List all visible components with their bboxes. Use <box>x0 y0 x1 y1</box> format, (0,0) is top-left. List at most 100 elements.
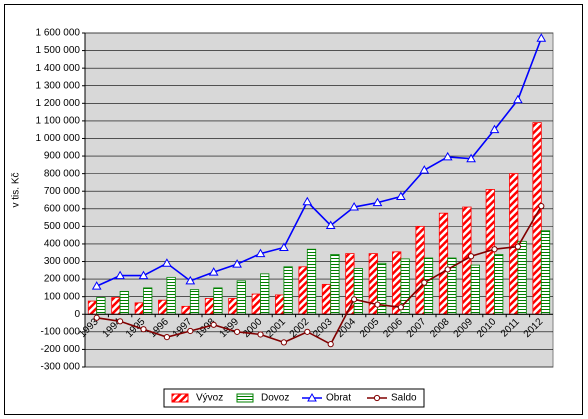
line-marker <box>140 326 147 333</box>
line-marker <box>255 248 266 258</box>
line-marker <box>257 331 264 338</box>
line-marker <box>538 203 545 210</box>
y-axis-label: v tis. Kč <box>11 172 22 207</box>
y-tick-label: -100 000 <box>41 326 81 337</box>
bar <box>181 305 191 315</box>
line-marker <box>163 334 170 341</box>
legend <box>163 388 425 408</box>
y-tick-label: 500 000 <box>44 221 81 232</box>
line-marker <box>419 165 430 174</box>
bar <box>330 254 340 315</box>
bar <box>119 291 129 315</box>
line-marker <box>491 246 498 253</box>
y-tick-label: -200 000 <box>41 344 81 355</box>
bar <box>204 298 215 315</box>
line-marker <box>421 279 428 286</box>
bar <box>228 298 238 315</box>
legend-swatch <box>171 393 189 403</box>
y-tick-label: 1 000 000 <box>36 133 81 144</box>
y-tick-label: 300 000 <box>44 256 81 267</box>
legend-label: Obrat <box>326 393 351 404</box>
bar <box>306 248 317 315</box>
line-marker <box>349 202 359 211</box>
bar <box>321 283 332 315</box>
line-marker <box>302 196 313 206</box>
y-tick-label: 700 000 <box>44 186 81 197</box>
line-marker <box>513 94 523 104</box>
line-marker <box>325 220 336 229</box>
y-tick-label: 1 300 000 <box>36 80 81 91</box>
bar <box>517 240 527 315</box>
y-tick-label: 1 600 000 <box>36 28 81 39</box>
line-marker <box>466 153 476 163</box>
line-marker <box>327 341 334 348</box>
line-marker <box>162 258 172 267</box>
y-tick-label: 400 000 <box>44 239 81 250</box>
line-marker <box>468 253 475 260</box>
bar <box>87 300 98 315</box>
bar <box>134 302 144 315</box>
y-tick-label: -300 000 <box>41 362 81 373</box>
legend-swatch <box>373 394 381 402</box>
y-tick-label: 1 200 000 <box>36 98 81 109</box>
legend-swatch <box>307 392 317 402</box>
legend-label: Saldo <box>391 393 417 404</box>
legend-swatch <box>236 393 254 403</box>
bar <box>275 294 285 315</box>
y-tick-label: 900 000 <box>44 151 81 162</box>
line-marker <box>234 328 241 335</box>
bar <box>251 293 261 315</box>
line-marker <box>372 197 383 207</box>
bar <box>423 257 434 315</box>
bar <box>158 299 168 315</box>
legend-label: Vývoz <box>196 393 223 404</box>
line-marker <box>187 327 194 335</box>
bar <box>283 266 293 315</box>
line-marker <box>115 270 125 280</box>
line-marker <box>351 296 358 303</box>
bar <box>189 289 200 315</box>
line-marker <box>117 318 124 325</box>
y-tick-label: 1 500 000 <box>36 45 81 56</box>
line-marker <box>304 328 311 335</box>
bar <box>438 212 449 315</box>
line-marker <box>374 301 381 308</box>
line-marker <box>279 242 289 251</box>
line-marker <box>444 266 451 273</box>
line-marker <box>514 243 522 250</box>
line-marker <box>489 124 500 134</box>
bar <box>236 280 246 315</box>
bar <box>96 297 106 315</box>
y-tick-label: 1 400 000 <box>36 63 81 74</box>
y-tick-label: 800 000 <box>44 168 81 179</box>
y-tick-label: 1 100 000 <box>36 116 81 127</box>
line-marker <box>232 259 242 268</box>
bar <box>415 225 425 315</box>
line-marker <box>91 281 102 290</box>
bar <box>260 273 270 315</box>
line-marker <box>208 267 219 276</box>
bar <box>143 287 153 315</box>
y-tick-label: 200 000 <box>44 274 81 285</box>
bar <box>494 254 504 315</box>
legend-label: Dovoz <box>261 393 289 404</box>
bar <box>298 266 308 315</box>
line-marker <box>442 151 453 161</box>
y-tick-label: 600 000 <box>44 203 81 214</box>
line-marker <box>396 191 406 200</box>
line <box>96 205 542 346</box>
bar <box>166 276 176 315</box>
line-marker <box>93 314 100 321</box>
line-marker <box>536 33 547 42</box>
bar <box>470 264 480 315</box>
line-marker <box>185 275 196 285</box>
y-tick-label: 0 <box>74 309 80 320</box>
line-marker <box>210 321 217 328</box>
line-marker <box>138 270 149 280</box>
line-marker <box>280 339 287 346</box>
bar <box>213 287 223 315</box>
bar <box>353 268 363 315</box>
line-marker <box>397 304 404 311</box>
bar <box>111 297 121 315</box>
